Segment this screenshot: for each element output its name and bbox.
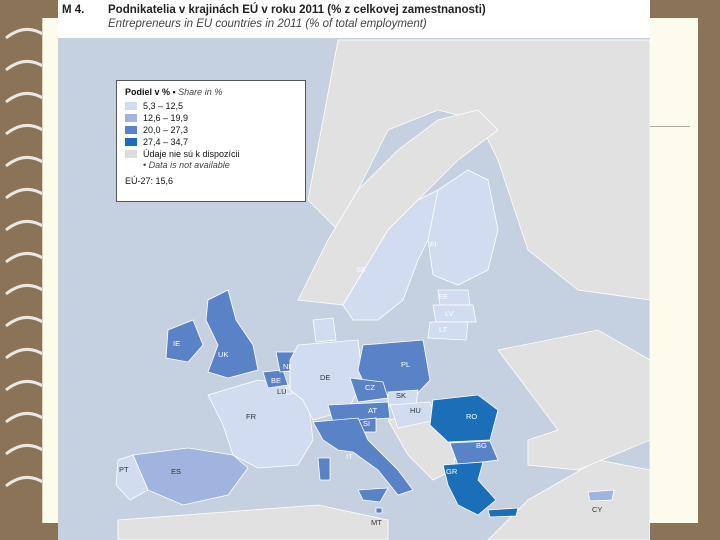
land-ukraine-turkey [497, 329, 650, 471]
legend-range: 27,4 – 34,7 [143, 136, 189, 147]
country-greece [442, 461, 497, 516]
country-crete [487, 507, 519, 518]
country-finland [427, 169, 499, 286]
country-cyprus [587, 489, 615, 502]
legend-range: 20,0 – 27,3 [143, 124, 189, 135]
country-uk [205, 289, 259, 379]
label-se: SE [356, 265, 367, 274]
label-ro: RO [466, 412, 478, 421]
country-malta [375, 507, 383, 514]
land-north-africa [117, 504, 389, 540]
label-it: IT [346, 452, 353, 461]
country-belgium [262, 369, 289, 389]
legend-range: 5,3 – 12,5 [143, 100, 184, 111]
label-lu: LU [277, 387, 287, 396]
country-bulgaria [449, 440, 499, 466]
map-legend: Podiel v % • Share in % 5,3 – 12,5 12,6 … [116, 80, 306, 202]
legend-row: 5,3 – 12,5 [125, 100, 305, 111]
label-pl: PL [401, 360, 411, 369]
legend-eu-note: EÚ-27: 15,6 [125, 176, 174, 186]
label-de: DE [320, 373, 331, 382]
label-cz: CZ [365, 383, 375, 392]
country-romania [429, 394, 499, 443]
label-sk: SK [396, 391, 407, 400]
legend-swatch [125, 113, 137, 122]
legend-swatch [125, 125, 137, 134]
decorative-rule [645, 126, 690, 127]
label-hu: HU [410, 406, 421, 415]
label-es: ES [171, 467, 182, 476]
legend-title-en: Share in % [178, 87, 223, 97]
label-ee: EE [438, 292, 449, 301]
figure-header: M 4. Podnikatelia v krajinách EÚ v roku … [58, 0, 650, 38]
label-uk: UK [218, 350, 229, 359]
country-austria [327, 401, 391, 423]
label-si: SI [363, 419, 371, 428]
legend-row: 20,0 – 27,3 [125, 124, 305, 135]
label-fr: FR [246, 412, 256, 421]
legend-na-en: • Data is not available [143, 160, 230, 170]
country-germany [289, 339, 364, 421]
label-pt: PT [119, 465, 129, 474]
label-lv: LV [445, 309, 454, 318]
country-latvia [432, 304, 477, 323]
country-lithuania [427, 321, 469, 341]
legend-na-sk: Údaje nie sú k dispozícii [143, 148, 240, 159]
legend-title-sk: Podiel v % [125, 87, 171, 97]
label-lt: LT [439, 325, 448, 334]
label-cy: CY [592, 505, 603, 514]
country-italy [312, 417, 414, 496]
figure-title: Podnikatelia v krajinách EÚ v roku 2011 … [108, 4, 486, 16]
legend-row: 27,4 – 34,7 [125, 136, 305, 147]
legend-row: 12,6 – 19,9 [125, 112, 305, 123]
country-portugal [115, 454, 149, 501]
label-ie: IE [173, 339, 181, 348]
label-fi: FI [430, 240, 437, 249]
figure-title-en: Entrepreneurs in EU countries in 2011 (%… [108, 18, 427, 30]
legend-row-na: Údaje nie sú k dispozícii [125, 148, 305, 159]
label-at: AT [368, 406, 378, 415]
label-nl: NL [283, 362, 293, 371]
label-bg: BG [476, 441, 487, 450]
legend-title: Podiel v % • Share in % [125, 87, 223, 97]
country-spain [132, 447, 249, 506]
country-ireland [165, 319, 204, 363]
map-figure: M 4. Podnikatelia v krajinách EÚ v roku … [58, 0, 650, 540]
country-sardinia [317, 457, 331, 481]
figure-number: M 4. [62, 4, 85, 16]
legend-swatch-na [125, 149, 137, 158]
country-sicily [357, 487, 389, 503]
label-gr: GR [446, 467, 458, 476]
label-be: BE [271, 376, 282, 385]
legend-range: 12,6 – 19,9 [143, 112, 189, 123]
label-mt: MT [371, 518, 382, 527]
legend-swatch [125, 137, 137, 146]
legend-swatch [125, 101, 137, 110]
country-denmark [312, 317, 337, 343]
